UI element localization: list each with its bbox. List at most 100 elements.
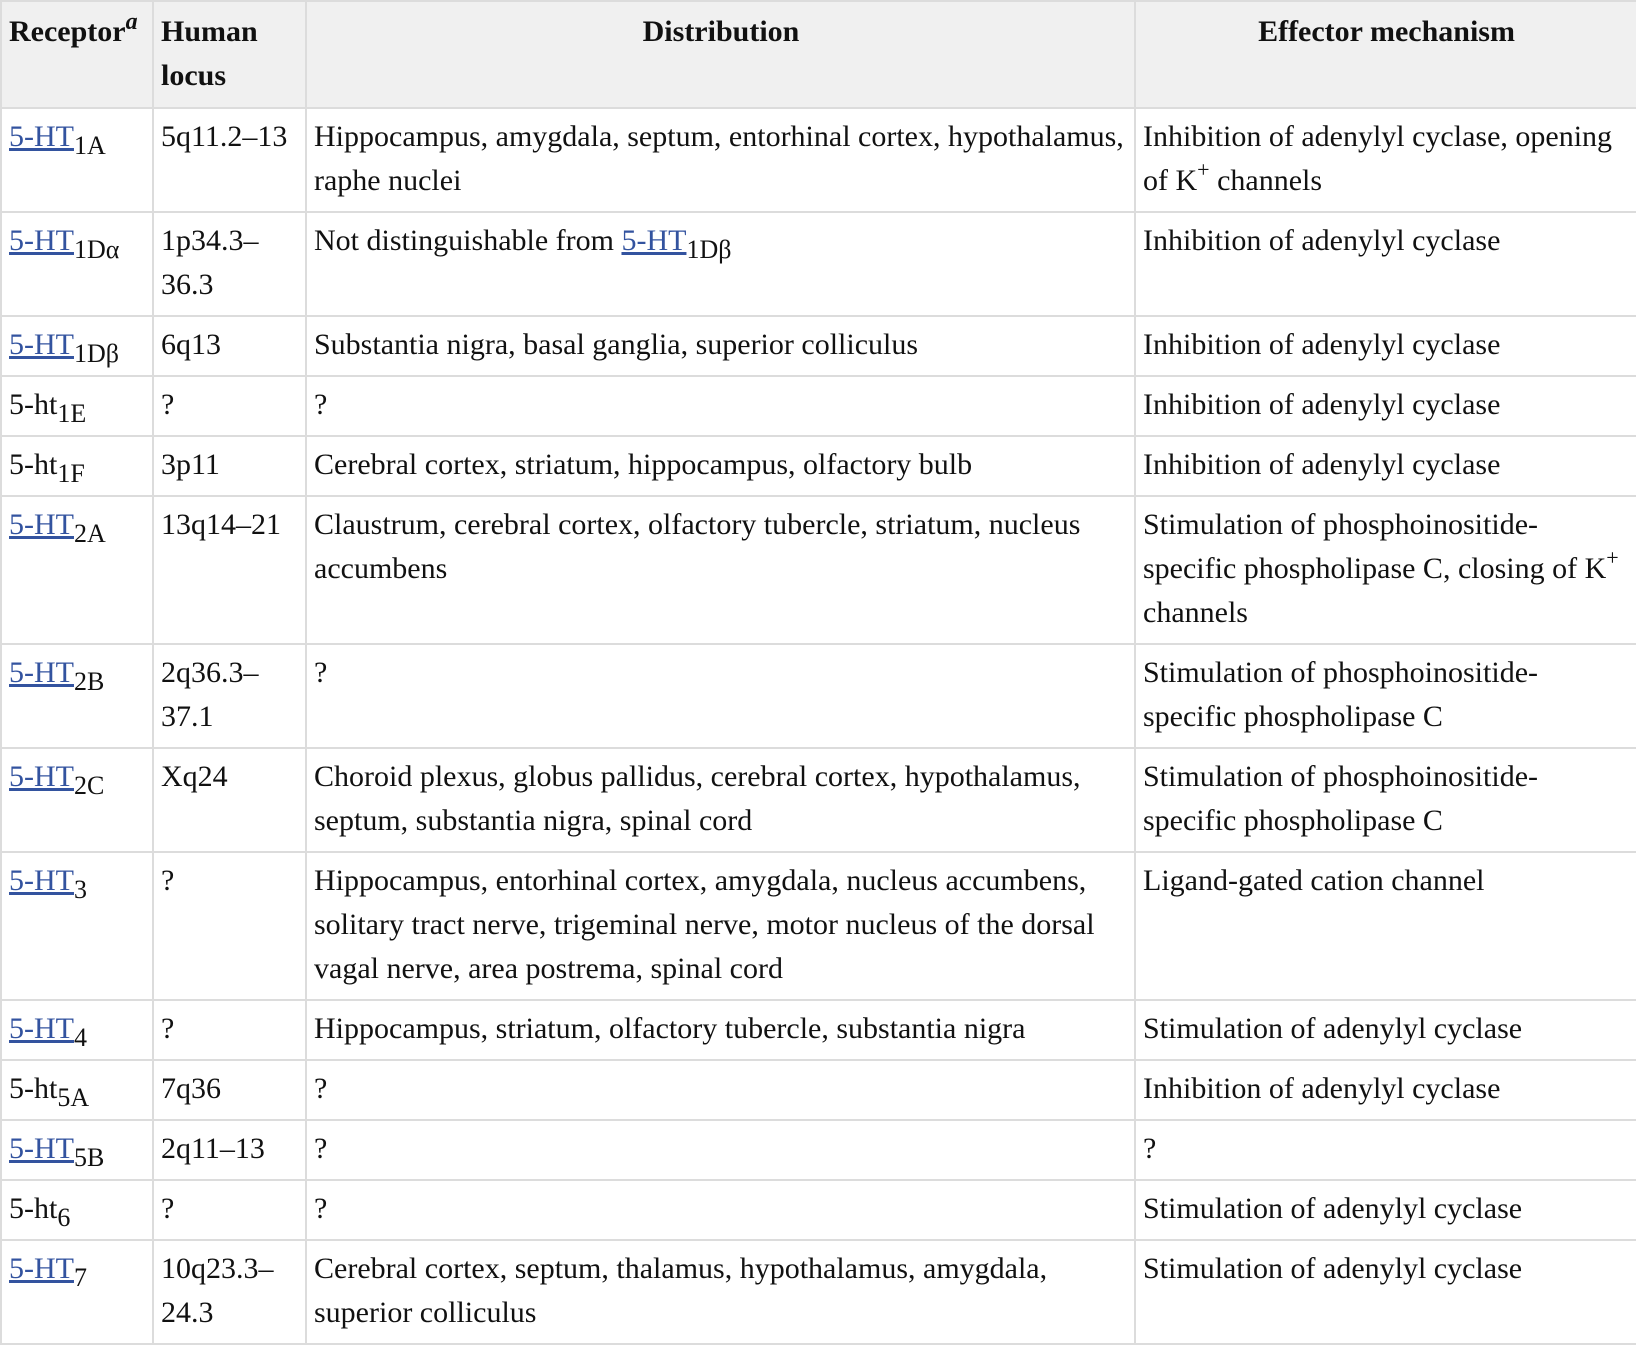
table-row: 5-HT1Dβ 6q13 Substantia nigra, basal gangl… bbox=[0, 315, 1636, 377]
receptor-subtype: 3 bbox=[73, 875, 87, 904]
distribution-cell: Hippocampus, striatum, olfactory tubercl… bbox=[305, 999, 1136, 1061]
effector-cell: Inhibition of adenylyl cyclase bbox=[1134, 435, 1636, 497]
table-row: 5-HT5B 2q11–13?? bbox=[0, 1119, 1636, 1181]
receptor-link[interactable]: 5-HT bbox=[9, 864, 74, 897]
receptor-link[interactable]: 5-HT bbox=[9, 120, 74, 153]
locus-cell: ? bbox=[152, 1179, 307, 1241]
receptor-name: 5-ht bbox=[9, 1072, 58, 1105]
table-row: 5-HT2B 2q36.3–37.1? Stimulation of phospho… bbox=[0, 643, 1636, 749]
table-row: 5-HT1Dα 1p34.3–36.3 Not distinguishable fr… bbox=[0, 211, 1636, 317]
effector-cell: Inhibition of adenylyl cyclase, opening … bbox=[1134, 107, 1636, 213]
effector-cell: Stimulation of adenylyl cyclase bbox=[1134, 999, 1636, 1061]
receptor-cell: 5-HT1Dβ bbox=[0, 315, 154, 377]
locus-cell: 1p34.3–36.3 bbox=[152, 211, 307, 317]
distribution-receptor-subtype: 1Dβ bbox=[686, 235, 732, 264]
receptor-cell: 5-HT2A bbox=[0, 495, 154, 645]
table-row: 5-ht6?? Stimulation of adenylyl cyclase bbox=[0, 1179, 1636, 1241]
receptor-link[interactable]: 5-HT bbox=[9, 656, 74, 689]
distribution-cell: ? bbox=[305, 1179, 1136, 1241]
distribution-cell: ? bbox=[305, 643, 1136, 749]
distribution-cell: Cerebral cortex, septum, thalamus, hypot… bbox=[305, 1239, 1136, 1345]
receptor-link[interactable]: 5-HT bbox=[9, 508, 74, 541]
locus-cell: 3p11 bbox=[152, 435, 307, 497]
table-row: 5-ht1F 3p11 Cerebral cortex, striatum, hip… bbox=[0, 435, 1636, 497]
effector-text: Stimulation of phosphoinositide-specific… bbox=[1143, 508, 1607, 585]
effector-text: Inhibition of adenylyl cyclase, opening … bbox=[1143, 120, 1613, 197]
effector-cell: Stimulation of adenylyl cyclase bbox=[1134, 1239, 1636, 1345]
receptor-subtype: 2A bbox=[73, 519, 106, 548]
header-receptor: Receptora bbox=[0, 0, 154, 109]
receptor-cell: 5-HT5B bbox=[0, 1119, 154, 1181]
receptor-link[interactable]: 5-HT bbox=[9, 1252, 74, 1285]
distribution-cell: Hippocampus, amygdala, septum, entorhina… bbox=[305, 107, 1136, 213]
locus-cell: 6q13 bbox=[152, 315, 307, 377]
receptor-cell: 5-HT1A bbox=[0, 107, 154, 213]
distribution-cell: Not distinguishable from 5-HT1Dβ bbox=[305, 211, 1136, 317]
table-row: 5-HT3? Hippocampus, entorhinal cortex, am… bbox=[0, 851, 1636, 1001]
effector-cell: Stimulation of phosphoinositide-specific… bbox=[1134, 747, 1636, 853]
effector-cell: Ligand-gated cation channel bbox=[1134, 851, 1636, 1001]
table-body: 5-HT1A 5q11.2–13 Hippocampus, amygdala, se… bbox=[0, 107, 1636, 1345]
table-header: Receptora Human locus Distribution Effec… bbox=[0, 0, 1636, 109]
effector-cell: Stimulation of adenylyl cyclase bbox=[1134, 1179, 1636, 1241]
receptor-footnote-mark: a bbox=[125, 9, 138, 35]
distribution-receptor-link[interactable]: 5-HT bbox=[621, 224, 687, 257]
receptor-subtype: 6 bbox=[57, 1203, 71, 1232]
effector-cell: Inhibition of adenylyl cyclase bbox=[1134, 1059, 1636, 1121]
ion-charge: + bbox=[1606, 545, 1619, 570]
receptor-cell: 5-HT4 bbox=[0, 999, 154, 1061]
effector-cell: Inhibition of adenylyl cyclase bbox=[1134, 315, 1636, 377]
locus-cell: 13q14–21 bbox=[152, 495, 307, 645]
locus-cell: ? bbox=[152, 375, 307, 437]
header-row: Receptora Human locus Distribution Effec… bbox=[0, 0, 1636, 109]
receptor-subtype: 2C bbox=[73, 771, 105, 800]
receptor-link[interactable]: 5-HT bbox=[9, 1132, 74, 1165]
receptor-cell: 5-ht1E bbox=[0, 375, 154, 437]
distribution-text: Not distinguishable from bbox=[314, 224, 622, 257]
locus-cell: 10q23.3–24.3 bbox=[152, 1239, 307, 1345]
receptor-subtype: 1E bbox=[57, 399, 87, 428]
effector-cell: Stimulation of phosphoinositide-specific… bbox=[1134, 495, 1636, 645]
header-locus: Human locus bbox=[152, 0, 307, 109]
receptor-link[interactable]: 5-HT bbox=[9, 760, 74, 793]
receptor-cell: 5-ht5A bbox=[0, 1059, 154, 1121]
receptor-link[interactable]: 5-HT bbox=[9, 1012, 74, 1045]
table-row: 5-HT1A 5q11.2–13 Hippocampus, amygdala, se… bbox=[0, 107, 1636, 213]
table-row: 5-HT4? Hippocampus, striatum, olfactory t… bbox=[0, 999, 1636, 1061]
locus-cell: 7q36 bbox=[152, 1059, 307, 1121]
locus-cell: ? bbox=[152, 851, 307, 1001]
distribution-cell: Substantia nigra, basal ganglia, superio… bbox=[305, 315, 1136, 377]
locus-cell: Xq24 bbox=[152, 747, 307, 853]
locus-cell: 2q36.3–37.1 bbox=[152, 643, 307, 749]
locus-cell: 2q11–13 bbox=[152, 1119, 307, 1181]
header-distribution: Distribution bbox=[305, 0, 1136, 109]
distribution-cell: Cerebral cortex, striatum, hippocampus, … bbox=[305, 435, 1136, 497]
receptor-subtype: 1A bbox=[73, 131, 106, 160]
receptor-subtype: 1F bbox=[57, 459, 85, 488]
table-row: 5-ht1E?? Inhibition of adenylyl cyclase bbox=[0, 375, 1636, 437]
distribution-cell: ? bbox=[305, 1059, 1136, 1121]
receptor-name: 5-ht bbox=[9, 448, 58, 481]
receptor-subtype: 4 bbox=[73, 1023, 87, 1052]
receptor-subtype: 7 bbox=[73, 1263, 87, 1292]
receptor-subtype: 1Dβ bbox=[73, 339, 119, 368]
effector-text-tail: channels bbox=[1143, 596, 1248, 629]
receptor-link[interactable]: 5-HT bbox=[9, 224, 74, 257]
receptor-cell: 5-HT2C bbox=[0, 747, 154, 853]
distribution-cell: Choroid plexus, globus pallidus, cerebra… bbox=[305, 747, 1136, 853]
receptor-cell: 5-HT1Dα bbox=[0, 211, 154, 317]
locus-cell: ? bbox=[152, 999, 307, 1061]
receptor-link[interactable]: 5-HT bbox=[9, 328, 74, 361]
table-row: 5-HT7 10q23.3–24.3 Cerebral cortex, septum… bbox=[0, 1239, 1636, 1345]
table-row: 5-ht5A 7q36? Inhibition of adenylyl cyclas… bbox=[0, 1059, 1636, 1121]
header-receptor-label: Receptor bbox=[9, 15, 126, 48]
table-row: 5-HT2A 13q14–21 Claustrum, cerebral cortex… bbox=[0, 495, 1636, 645]
receptor-subtype: 1Dα bbox=[73, 235, 120, 264]
distribution-cell: Claustrum, cerebral cortex, olfactory tu… bbox=[305, 495, 1136, 645]
effector-cell: Inhibition of adenylyl cyclase bbox=[1134, 375, 1636, 437]
receptor-subtype: 5B bbox=[73, 1143, 105, 1172]
receptor-cell: 5-ht6 bbox=[0, 1179, 154, 1241]
effector-cell: Stimulation of phosphoinositide-specific… bbox=[1134, 643, 1636, 749]
receptor-name: 5-ht bbox=[9, 1192, 58, 1225]
